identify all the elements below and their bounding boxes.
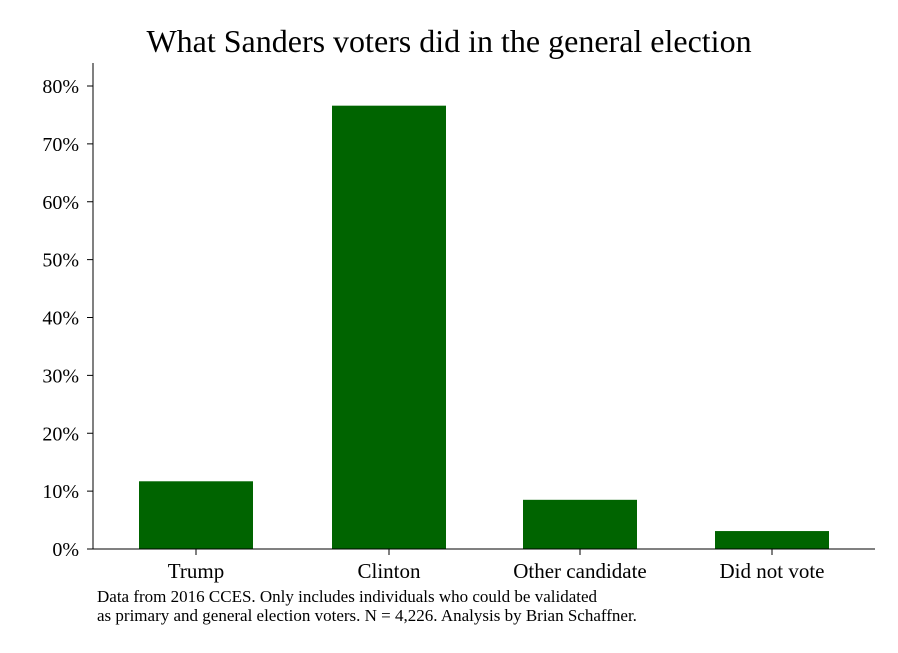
axes-layer (92, 63, 875, 550)
bar-other-candidate (523, 499, 637, 549)
x-tick-label: Trump (168, 559, 224, 583)
y-tick-label: 70% (42, 134, 79, 156)
x-tick-label: Other candidate (513, 559, 647, 583)
y-tick-label: 40% (42, 308, 79, 330)
x-tick-label: Clinton (357, 559, 421, 583)
source-note: Data from 2016 CCES. Only includes indiv… (97, 587, 637, 625)
y-tick-label: 0% (52, 539, 79, 561)
source-note-line-2: as primary and general election voters. … (97, 606, 637, 625)
y-tick-label: 10% (42, 481, 79, 503)
y-tick-label: 20% (42, 423, 79, 445)
chart-title: What Sanders voters did in the general e… (146, 23, 752, 59)
ticks-layer: 0% 10% 20% 30% 40% 50% 60% 70% 80% Trump Clinton Ot… (42, 76, 824, 583)
y-tick-label: 50% (42, 250, 79, 272)
bar-did-not-vote (715, 531, 829, 549)
source-note-line-1: Data from 2016 CCES. Only includes indiv… (97, 587, 598, 606)
bar-trump (139, 481, 253, 549)
x-tick-label: Did not vote (720, 559, 825, 583)
bar-clinton (332, 105, 446, 550)
y-tick-label: 80% (42, 76, 79, 98)
bars-layer (139, 105, 829, 550)
y-tick-label: 30% (42, 365, 79, 387)
y-tick-label: 60% (42, 192, 79, 214)
